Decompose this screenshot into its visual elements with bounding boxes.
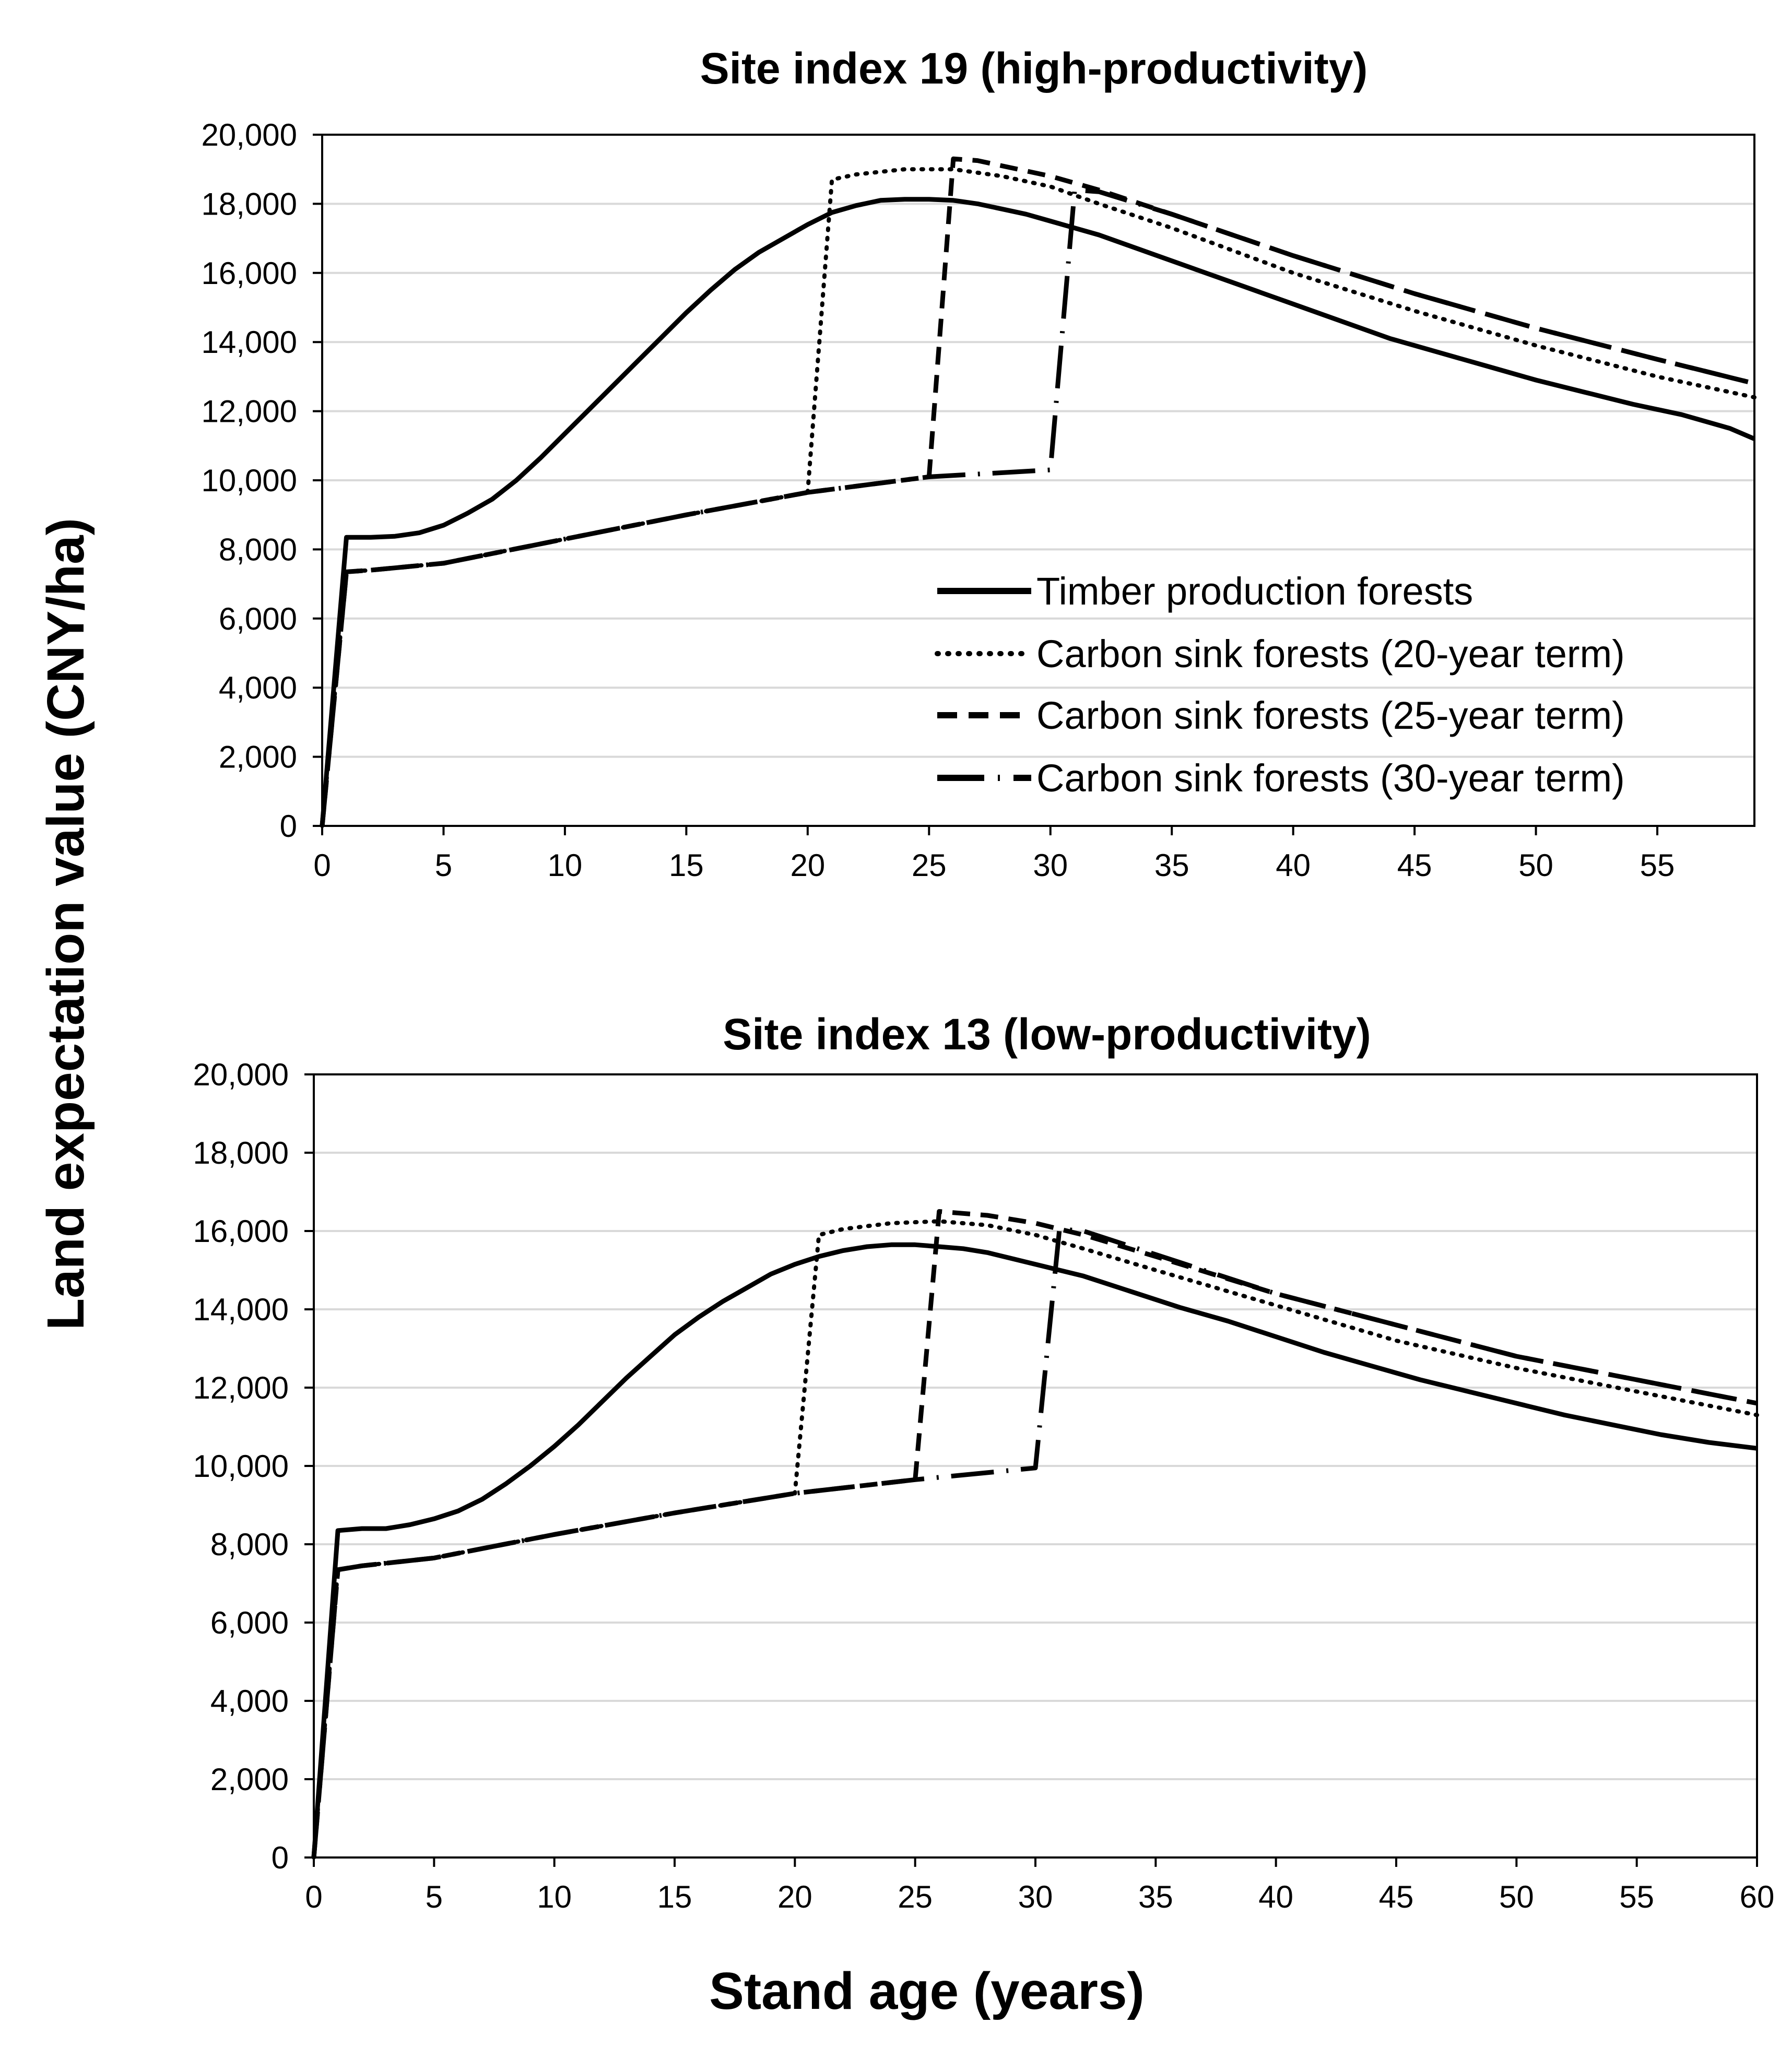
y-tick-label: 10,000 (193, 1449, 289, 1484)
x-tick-label: 55 (1640, 848, 1675, 883)
series-line-dotted (312, 1219, 1759, 1860)
y-tick-label: 16,000 (193, 1214, 289, 1249)
x-tick-label: 30 (1018, 1879, 1053, 1914)
x-tick-label: 25 (898, 1879, 933, 1914)
series-line-long-dash (320, 187, 1755, 826)
x-tick-label: 20 (790, 848, 825, 883)
series-line-long-dash (311, 1226, 1758, 1858)
x-tick-label: 20 (777, 1879, 812, 1914)
chart-bottom-tick-labels: 0 2,000 4,000 6,000 8,000 10,000 12,000 14,000 1… (193, 1057, 1774, 1914)
y-axis-title: Land expectation value (CNY/ha) (37, 518, 95, 1330)
legend-item-carbon-30: Carbon sink forests (30-year term) (937, 756, 1625, 800)
chart-top-tick-labels: 0 2,000 4,000 6,000 8,000 10,000 12,000 14,000 1… (201, 117, 1675, 883)
legend-label-timber: Timber production forests (1036, 570, 1473, 613)
x-tick-label: 50 (1499, 1879, 1534, 1914)
x-tick-label: 15 (669, 848, 704, 883)
y-tick-label: 10,000 (201, 463, 297, 498)
x-tick-label: 15 (657, 1879, 692, 1914)
y-tick-label: 4,000 (210, 1684, 289, 1719)
x-tick-label: 35 (1154, 848, 1189, 883)
legend-item-timber: Timber production forests (937, 570, 1473, 613)
y-tick-label: 20,000 (193, 1057, 289, 1092)
y-tick-label: 0 (272, 1840, 289, 1875)
x-tick-label: 50 (1518, 848, 1553, 883)
chart-bottom: Site index 13 (low-productivity) 0 2,000 4… (193, 1010, 1774, 1914)
series-line-dashed (320, 156, 1755, 826)
chart-top-title: Site index 19 (high-productivity) (700, 44, 1368, 93)
y-tick-label: 14,000 (193, 1292, 289, 1327)
x-tick-label: 45 (1397, 848, 1432, 883)
chart-bottom-series (311, 1209, 1759, 1860)
chart-bottom-title: Site index 13 (low-productivity) (723, 1010, 1371, 1059)
x-tick-label: 5 (426, 1879, 443, 1914)
y-tick-label: 2,000 (210, 1762, 289, 1797)
x-tick-label: 5 (435, 848, 452, 883)
y-tick-label: 6,000 (210, 1605, 289, 1640)
y-tick-label: 14,000 (201, 325, 297, 360)
legend-label-carbon-20: Carbon sink forests (20-year term) (1036, 632, 1625, 676)
y-tick-label: 12,000 (193, 1370, 289, 1405)
x-tick-label: 10 (537, 1879, 572, 1914)
y-tick-label: 16,000 (201, 256, 297, 291)
y-tick-label: 12,000 (201, 394, 297, 429)
chart-top: Site index 19 (high-productivity) 0 2,000… (201, 44, 1756, 883)
x-axis-title: Stand age (years) (709, 1962, 1145, 2020)
x-tick-label: 30 (1033, 848, 1068, 883)
chart-bottom-gridlines (314, 1073, 1757, 1780)
x-tick-label: 60 (1740, 1879, 1775, 1914)
legend-item-carbon-25: Carbon sink forests (25-year term) (937, 694, 1625, 737)
y-tick-label: 4,000 (219, 670, 297, 705)
series-line-solid (320, 197, 1755, 826)
legend-label-carbon-30: Carbon sink forests (30-year term) (1036, 756, 1625, 800)
x-tick-label: 0 (305, 1879, 322, 1914)
y-tick-label: 20,000 (201, 117, 297, 152)
x-tick-label: 40 (1276, 848, 1311, 883)
series-line-dashed (311, 1209, 1758, 1858)
chart-top-series (320, 156, 1756, 828)
y-tick-label: 18,000 (193, 1135, 289, 1170)
x-tick-label: 10 (548, 848, 583, 883)
y-tick-label: 8,000 (219, 532, 297, 567)
y-tick-label: 18,000 (201, 186, 297, 221)
y-tick-label: 0 (280, 809, 297, 844)
x-tick-label: 0 (313, 848, 331, 883)
x-tick-label: 25 (912, 848, 947, 883)
y-tick-label: 8,000 (210, 1527, 289, 1562)
x-tick-label: 45 (1379, 1879, 1414, 1914)
x-tick-label: 40 (1258, 1879, 1293, 1914)
y-tick-label: 2,000 (219, 740, 297, 775)
x-tick-label: 55 (1619, 1879, 1654, 1914)
legend: Timber production forests Carbon sink fo… (935, 570, 1625, 800)
legend-label-carbon-25: Carbon sink forests (25-year term) (1036, 694, 1625, 737)
legend-item-carbon-20: Carbon sink forests (20-year term) (935, 632, 1625, 676)
x-tick-label: 35 (1138, 1879, 1173, 1914)
series-line-solid (311, 1242, 1758, 1858)
series-line-dotted (320, 167, 1756, 828)
y-tick-label: 6,000 (219, 601, 297, 636)
